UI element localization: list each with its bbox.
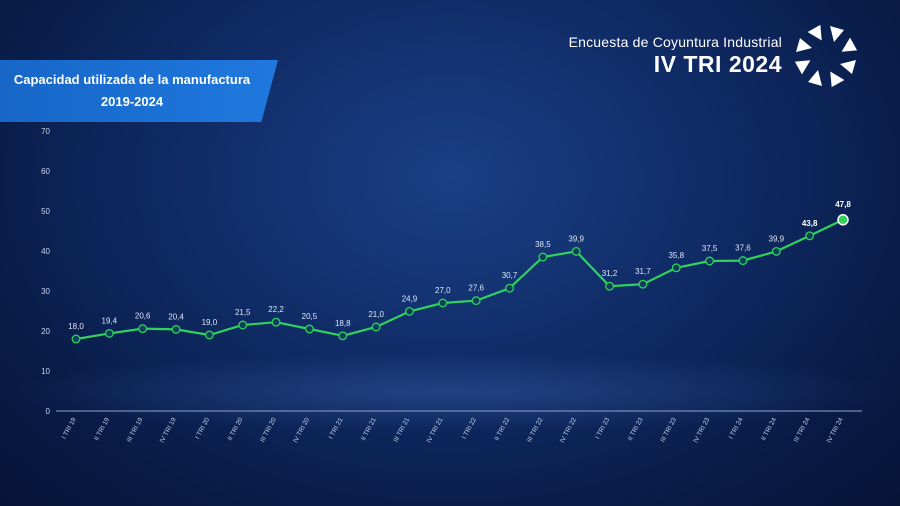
data-points — [71, 214, 849, 344]
series-line — [75, 218, 844, 341]
data-label: 27,0 — [435, 286, 451, 295]
x-tick-label: I TRI 19 — [61, 416, 78, 440]
x-tick-label: I TRI 23 — [594, 416, 611, 440]
y-tick-label: 20 — [41, 327, 50, 336]
data-label: 37,6 — [735, 244, 751, 253]
x-tick-label: II TRI 20 — [227, 416, 245, 442]
x-tick-label: IV TRI 22 — [559, 416, 578, 444]
x-tick-label: I TRI 20 — [194, 416, 211, 440]
data-point — [204, 330, 214, 340]
x-tick-label: III TRI 20 — [259, 416, 278, 443]
data-label: 35,8 — [668, 251, 684, 260]
x-tick-label: II TRI 22 — [493, 416, 511, 442]
data-point — [271, 317, 281, 327]
data-label: 19,4 — [102, 316, 118, 325]
data-point — [837, 214, 849, 226]
data-point — [605, 281, 615, 291]
y-tick-label: 10 — [41, 367, 50, 376]
y-tick-label: 60 — [41, 167, 50, 176]
x-tick-label: I TRI 24 — [728, 416, 745, 440]
data-point — [104, 328, 114, 338]
data-point — [571, 246, 581, 256]
data-label: 18,8 — [335, 319, 351, 328]
chart-period: 2019-2024 — [100, 94, 164, 109]
data-label: 31,7 — [635, 267, 651, 276]
data-point — [438, 298, 448, 308]
x-tick-label: III TRI 23 — [659, 416, 678, 443]
data-label: 21,0 — [368, 310, 384, 319]
x-tick-label: IV TRI 23 — [692, 416, 711, 444]
data-point — [405, 306, 414, 316]
chart-title: Capacidad utilizada de la manufactura — [13, 72, 251, 87]
data-point — [505, 283, 514, 293]
data-point — [238, 320, 248, 330]
data-label: 39,9 — [568, 234, 584, 243]
x-tick-label: III TRI 21 — [393, 416, 412, 443]
data-point — [705, 256, 715, 266]
x-tick-label: III TRI 22 — [526, 416, 545, 443]
x-tick-label: II TRI 21 — [360, 416, 378, 442]
data-label: 24,9 — [402, 294, 418, 303]
background-glow — [0, 352, 900, 432]
data-label: 30,7 — [502, 271, 518, 280]
data-point — [671, 263, 681, 273]
y-tick-label: 50 — [41, 207, 50, 216]
data-point — [738, 256, 748, 266]
data-labels: 18,0 19,4 20,6 20,4 19,0 21,5 22,2 20,5 18,8 21,0… — [68, 200, 851, 331]
y-tick-label: 30 — [41, 287, 50, 296]
pinwheel-logo-icon — [794, 24, 858, 88]
y-tick-label: 70 — [41, 127, 50, 136]
data-label: 39,9 — [769, 234, 785, 243]
x-tick-label: IV TRI 21 — [426, 416, 445, 444]
data-label: 31,2 — [602, 269, 618, 278]
report-subtitle: Encuesta de Coyuntura Industrial — [568, 34, 782, 50]
x-axis: I TRI 19 II TRI 19 III TRI 19 IV TRI 19 I TR… — [61, 416, 845, 444]
y-tick-label: 0 — [46, 407, 51, 416]
data-label: 19,0 — [202, 318, 218, 327]
x-tick-label: I TRI 22 — [461, 416, 478, 440]
data-label: 20,5 — [302, 312, 318, 321]
x-tick-label: IV TRI 19 — [159, 416, 178, 444]
data-point — [338, 331, 348, 341]
x-tick-label: IV TRI 24 — [826, 416, 845, 444]
x-tick-label: II TRI 24 — [760, 416, 778, 442]
data-label: 47,8 — [835, 200, 851, 209]
y-tick-label: 40 — [41, 247, 50, 256]
data-label: 38,5 — [535, 240, 551, 249]
data-point — [371, 322, 381, 332]
data-point — [171, 324, 181, 334]
data-point — [538, 252, 548, 262]
x-tick-label: II TRI 23 — [627, 416, 645, 442]
x-tick-label: IV TRI 20 — [292, 416, 311, 444]
data-label: 20,4 — [168, 312, 184, 321]
data-point — [638, 279, 648, 289]
y-axis: 0 10 20 30 40 50 60 70 — [41, 127, 50, 416]
data-point — [304, 324, 314, 334]
data-label: 37,5 — [702, 244, 718, 253]
data-point — [805, 231, 815, 241]
data-point — [771, 246, 781, 256]
data-point — [471, 296, 481, 306]
data-point — [71, 334, 81, 344]
x-tick-label: I TRI 21 — [328, 416, 345, 440]
data-label: 20,6 — [135, 312, 151, 321]
x-tick-label: II TRI 19 — [93, 416, 111, 442]
data-point — [138, 324, 148, 334]
data-label: 27,6 — [468, 284, 484, 293]
x-tick-label: III TRI 24 — [793, 416, 812, 443]
data-label: 43,8 — [802, 219, 818, 228]
data-label: 18,0 — [68, 322, 84, 331]
report-title: IV TRI 2024 — [653, 51, 782, 77]
report-header: Encuesta de Coyuntura Industrial IV TRI … — [569, 34, 782, 78]
data-label: 21,5 — [235, 308, 251, 317]
x-tick-label: III TRI 19 — [126, 416, 145, 443]
data-label: 22,2 — [268, 305, 284, 314]
chart-title-ribbon: Capacidad utilizada de la manufactura 20… — [0, 60, 278, 122]
